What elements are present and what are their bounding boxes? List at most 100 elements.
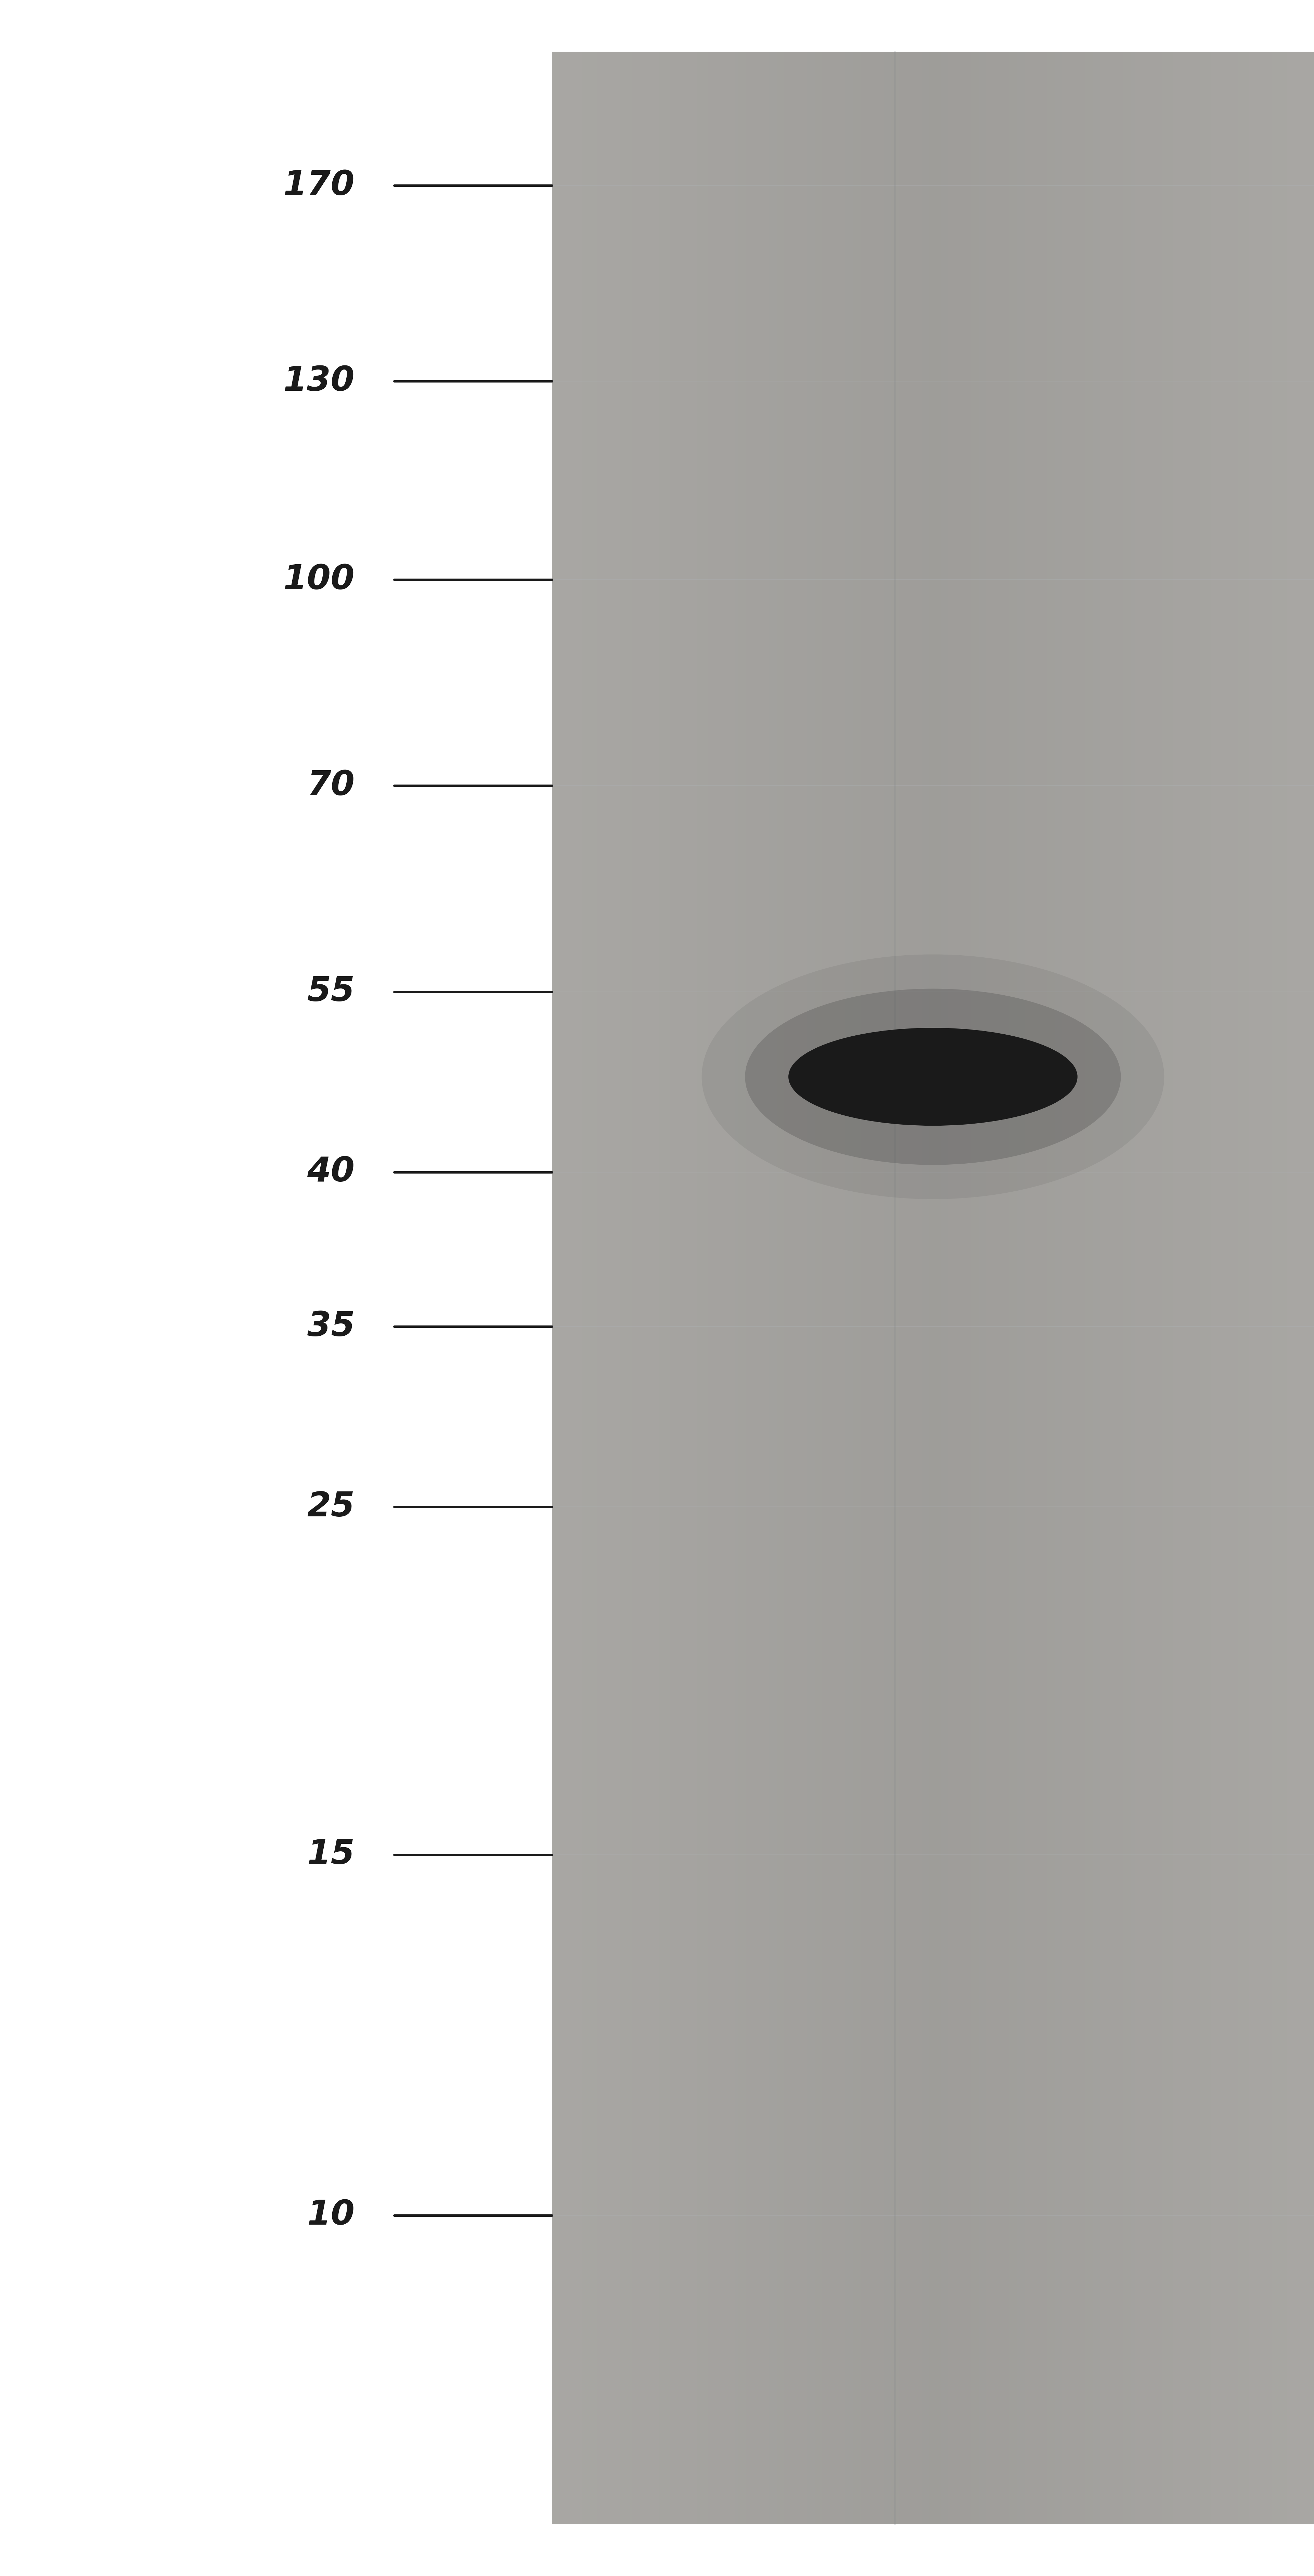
Bar	[769, 52, 773, 2524]
Bar	[620, 52, 624, 2524]
Bar	[929, 52, 933, 2524]
Bar	[754, 52, 758, 2524]
Bar	[907, 52, 911, 2524]
Bar	[1212, 52, 1215, 2524]
Bar	[1047, 52, 1051, 2524]
Bar	[883, 52, 887, 2524]
Bar	[574, 52, 578, 2524]
Bar	[1067, 52, 1070, 2524]
Bar	[1001, 52, 1005, 2524]
Bar	[823, 52, 827, 2524]
Bar	[1005, 52, 1009, 2524]
Bar	[1260, 52, 1264, 2524]
Bar	[1116, 52, 1120, 2524]
Bar	[1302, 52, 1306, 2524]
Bar	[662, 52, 666, 2524]
Bar	[1296, 52, 1298, 2524]
Bar	[552, 52, 1314, 2524]
Bar	[632, 52, 636, 2524]
Bar	[1093, 52, 1097, 2524]
Bar	[570, 52, 574, 2524]
Bar	[658, 52, 662, 2524]
Bar	[666, 52, 670, 2524]
Bar	[967, 52, 971, 2524]
Bar	[1021, 52, 1025, 2524]
Bar	[624, 52, 628, 2524]
Bar	[807, 52, 811, 2524]
Bar	[915, 52, 917, 2524]
Bar	[911, 52, 913, 2524]
Bar	[654, 52, 658, 2524]
Bar	[951, 52, 955, 2524]
Bar	[1196, 52, 1200, 2524]
Bar	[1143, 52, 1146, 2524]
Bar	[788, 52, 792, 2524]
Bar	[762, 52, 765, 2524]
Bar	[686, 52, 689, 2524]
Bar	[941, 52, 945, 2524]
Bar	[708, 52, 712, 2524]
Bar	[1219, 52, 1222, 2524]
Bar	[979, 52, 983, 2524]
Bar	[921, 52, 925, 2524]
Bar	[720, 52, 723, 2524]
Bar	[891, 52, 895, 2524]
Bar	[1208, 52, 1212, 2524]
Bar	[803, 52, 807, 2524]
Bar	[865, 52, 869, 2524]
Bar	[742, 52, 746, 2524]
Bar	[815, 52, 819, 2524]
Bar	[792, 52, 796, 2524]
Bar	[796, 52, 799, 2524]
Bar	[1059, 52, 1063, 2524]
Text: 55: 55	[307, 976, 355, 1007]
Text: 170: 170	[284, 170, 355, 201]
Bar	[993, 52, 997, 2524]
Bar	[861, 52, 865, 2524]
Bar	[678, 52, 682, 2524]
Bar	[1035, 52, 1039, 2524]
Text: 130: 130	[284, 366, 355, 397]
Bar	[830, 52, 834, 2524]
Text: 25: 25	[307, 1492, 355, 1522]
Bar	[1070, 52, 1074, 2524]
Bar	[1298, 52, 1302, 2524]
Bar	[670, 52, 674, 2524]
Bar	[646, 52, 650, 2524]
Bar	[556, 52, 560, 2524]
Bar	[716, 52, 720, 2524]
Bar	[925, 52, 929, 2524]
Text: 10: 10	[307, 2200, 355, 2231]
Bar	[1306, 52, 1310, 2524]
Bar	[1268, 52, 1272, 2524]
Bar	[602, 52, 606, 2524]
Bar	[1123, 52, 1127, 2524]
Bar	[895, 52, 899, 2524]
Bar	[845, 52, 849, 2524]
Bar	[838, 52, 841, 2524]
Bar	[1215, 52, 1219, 2524]
Bar	[1188, 52, 1192, 2524]
Bar	[1055, 52, 1059, 2524]
Bar	[1108, 52, 1112, 2524]
Text: 70: 70	[307, 770, 355, 801]
Bar	[1280, 52, 1284, 2524]
Bar	[1250, 52, 1254, 2524]
Bar	[853, 52, 857, 2524]
Bar	[1081, 52, 1085, 2524]
Bar	[552, 52, 556, 2524]
Bar	[735, 52, 738, 2524]
Bar	[1089, 52, 1093, 2524]
Bar	[899, 52, 903, 2524]
Bar	[1284, 52, 1288, 2524]
Bar	[616, 52, 620, 2524]
Bar	[849, 52, 853, 2524]
Bar	[827, 52, 830, 2524]
Bar	[636, 52, 640, 2524]
Bar	[841, 52, 845, 2524]
Bar	[1104, 52, 1108, 2524]
Bar	[1025, 52, 1029, 2524]
Bar	[777, 52, 781, 2524]
Bar	[1101, 52, 1104, 2524]
Bar	[1166, 52, 1169, 2524]
